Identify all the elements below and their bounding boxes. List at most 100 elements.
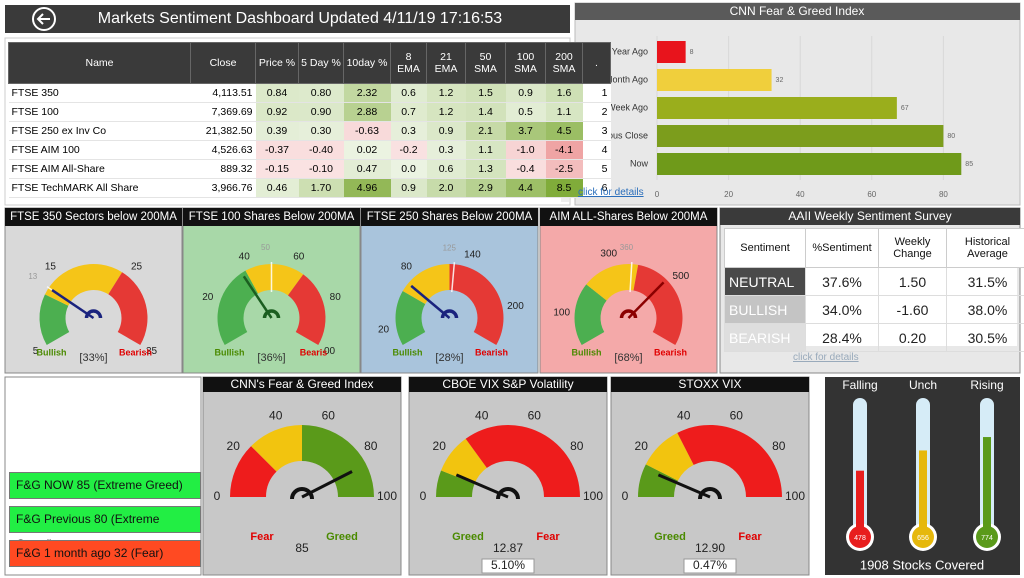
- gauge-tick-label: 20: [227, 439, 241, 453]
- gauge-target-label: 360: [620, 243, 634, 252]
- gauge-panel: [4, 207, 183, 374]
- chart-title: CNN Fear & Greed Index: [730, 4, 865, 18]
- gauge-tick-label: 25: [131, 261, 143, 272]
- gauge-title: FTSE 100 Shares Below 200MA: [189, 211, 355, 223]
- table-cell: -0.15: [255, 159, 299, 179]
- gauge-pivot: [290, 487, 314, 500]
- table-cell: 1.3: [465, 159, 506, 179]
- table-cell: 8.5: [545, 178, 583, 198]
- gauge-left-label: Bullish: [214, 347, 244, 357]
- gauge-band: [633, 264, 683, 345]
- gauge-band: [287, 274, 326, 345]
- category-label: 1 Month Ago: [597, 74, 648, 84]
- back-arrow-icon: [36, 13, 50, 25]
- table-cell: 0.46: [255, 178, 299, 198]
- table-cell: 0.47: [343, 159, 391, 179]
- gauge-target: [451, 262, 456, 293]
- gauge-tick-label: 0: [622, 489, 629, 503]
- gauge-left-label: Greed: [654, 531, 686, 543]
- gauge-tick-label: 100: [785, 489, 805, 503]
- gauge-tick-label: 20: [378, 324, 390, 335]
- column-header[interactable]: 100 SMA: [505, 42, 546, 84]
- x-tick-label: 60: [867, 190, 876, 199]
- gauge-tick-label: 60: [322, 408, 336, 422]
- aaii-cell: 28.4%: [805, 323, 879, 352]
- table-row[interactable]: FTSE 250 ex Inv Co 21,382.50 0.39 0.30 -0.63…: [8, 121, 611, 141]
- gauge-tick-label: 40: [677, 408, 691, 422]
- column-header[interactable]: 5 Day %: [298, 42, 344, 84]
- thermometer-fill: [856, 470, 864, 527]
- gauge-title-bar: [361, 208, 538, 226]
- back-button[interactable]: [32, 7, 56, 31]
- gauge-target: [629, 262, 633, 293]
- category-label: 1 Week Ago: [600, 102, 648, 112]
- aaii-header-row: Sentiment %Sentiment Weekly Change Historic…: [724, 228, 1024, 268]
- aaii-column-header[interactable]: Weekly Change: [878, 228, 947, 268]
- aaii-column-header[interactable]: %Sentiment: [805, 228, 879, 268]
- table-cell: 2.1: [465, 121, 506, 141]
- column-header[interactable]: 21 EMA: [426, 42, 466, 84]
- gauge-right-label: Fear: [738, 531, 762, 543]
- fg-status-box: F&G NOW 85 (Extreme Greed): [9, 472, 201, 499]
- column-header[interactable]: .: [582, 42, 611, 84]
- table-cell: 1.5: [465, 83, 506, 103]
- column-header[interactable]: 50 SMA: [465, 42, 506, 84]
- gauge-band: [251, 425, 302, 472]
- gauge-tick-label: 0: [214, 489, 221, 503]
- gauge-pivot: [440, 309, 459, 319]
- gauge-tick-label: 80: [401, 261, 413, 272]
- column-header[interactable]: 10day %: [343, 42, 391, 84]
- gauge-band: [441, 438, 487, 484]
- aaii-column-header[interactable]: Sentiment: [724, 228, 806, 268]
- gauge-target-label: 13: [28, 272, 37, 281]
- column-header[interactable]: 8 EMA: [390, 42, 427, 84]
- table-row[interactable]: FTSE AIM All-Share 889.32 -0.15 -0.10 0.47 0.…: [8, 159, 611, 179]
- gauge-tick-label: 200: [507, 301, 524, 312]
- aaii-cell: 31.5%: [946, 267, 1024, 296]
- gauge-tick-label: 0: [420, 489, 427, 503]
- gauge-band: [395, 291, 426, 345]
- gauge-band: [677, 425, 782, 497]
- gauge-pivot: [698, 487, 722, 500]
- table-row[interactable]: FTSE TechMARK All Share 3,966.76 0.46 1.70 4…: [8, 178, 611, 198]
- gauge-band: [402, 264, 450, 304]
- table-cell: 1.1: [465, 140, 506, 160]
- gauge-value-label: [33%]: [79, 352, 107, 364]
- gauge-tick-label: 00: [324, 346, 336, 357]
- table-row[interactable]: FTSE AIM 100 4,526.63 -0.37 -0.40 0.02 -0.2 0.…: [8, 140, 611, 160]
- table-cell: 0.9: [505, 83, 546, 103]
- gauge-band: [586, 264, 639, 301]
- table-cell: 4,113.51: [190, 83, 256, 103]
- column-header[interactable]: Price %: [255, 42, 299, 84]
- gauge-band: [449, 264, 504, 345]
- gauge-title: CBOE VIX S&P Volatility: [442, 377, 573, 391]
- table-cell: 2.32: [343, 83, 391, 103]
- table-row[interactable]: FTSE 100 7,369.69 0.92 0.90 2.88 0.7 1.2 1.4 0.5…: [8, 102, 611, 122]
- thermometer-fill: [919, 450, 927, 527]
- gauge-band: [465, 425, 580, 497]
- gauge-right-label: Bearish: [475, 347, 508, 357]
- column-header[interactable]: Close: [190, 42, 256, 84]
- table-cell: 1.1: [545, 102, 583, 122]
- fg-status-box: F&G Previous 80 (Extreme Greed): [9, 506, 201, 551]
- table-cell: 4.5: [545, 121, 583, 141]
- gauge-tick-label: 60: [730, 408, 744, 422]
- column-header[interactable]: Name: [8, 42, 191, 84]
- bar: [657, 125, 944, 147]
- table-cell: 0.5: [505, 102, 546, 122]
- aaii-column-header[interactable]: Historical Average: [946, 228, 1024, 268]
- gauge-tick-label: 100: [377, 489, 397, 503]
- table-cell: 0.6: [390, 83, 427, 103]
- gauge-pivot: [262, 309, 281, 319]
- table-cell: 0.30: [298, 121, 344, 141]
- gauge-pivot: [496, 487, 520, 500]
- column-header[interactable]: 200 SMA: [545, 42, 583, 84]
- gauge-left-label: Bullish: [571, 347, 601, 357]
- table-row[interactable]: FTSE 350 4,113.51 0.84 0.80 2.32 0.6 1.2 1.5 0.9…: [8, 83, 611, 103]
- aaii-details-link[interactable]: click for details: [793, 352, 859, 363]
- table-cell: 1.70: [298, 178, 344, 198]
- table-cell: 0.80: [298, 83, 344, 103]
- details-link[interactable]: click for details: [578, 187, 644, 198]
- gauge-left-label: Greed: [452, 531, 484, 543]
- x-tick-label: 0: [655, 190, 660, 199]
